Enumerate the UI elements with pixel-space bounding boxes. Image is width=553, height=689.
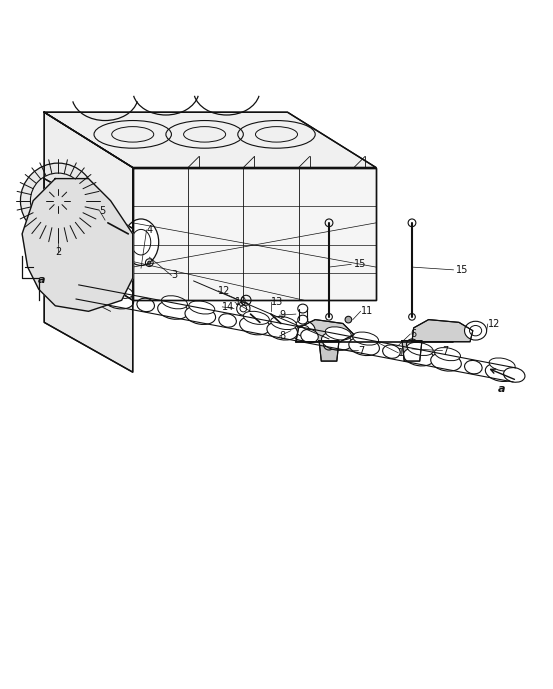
Ellipse shape	[107, 285, 133, 298]
Text: a: a	[498, 384, 505, 393]
Ellipse shape	[76, 285, 106, 304]
Ellipse shape	[349, 337, 379, 356]
Ellipse shape	[489, 358, 515, 371]
Text: 3: 3	[171, 270, 178, 280]
Text: 15: 15	[354, 259, 366, 269]
Polygon shape	[133, 167, 376, 300]
Text: 15: 15	[456, 265, 468, 275]
Polygon shape	[319, 340, 339, 361]
Text: 12: 12	[488, 319, 500, 329]
Ellipse shape	[298, 304, 307, 313]
Ellipse shape	[123, 219, 159, 265]
Text: 13: 13	[271, 297, 283, 307]
Ellipse shape	[80, 280, 106, 294]
Text: 7: 7	[358, 346, 364, 356]
Text: 6: 6	[410, 329, 416, 339]
Text: a: a	[38, 276, 45, 285]
Circle shape	[59, 227, 112, 280]
Ellipse shape	[486, 363, 516, 382]
Ellipse shape	[158, 301, 188, 319]
Text: 2: 2	[55, 247, 61, 257]
Ellipse shape	[298, 315, 307, 324]
Ellipse shape	[504, 367, 525, 382]
Polygon shape	[412, 320, 473, 342]
Ellipse shape	[271, 316, 296, 329]
Ellipse shape	[219, 313, 236, 327]
Text: 8: 8	[279, 331, 285, 341]
Ellipse shape	[267, 322, 298, 340]
Ellipse shape	[103, 291, 134, 309]
Ellipse shape	[383, 345, 400, 358]
Text: 10: 10	[235, 298, 247, 307]
Polygon shape	[44, 112, 376, 167]
Ellipse shape	[407, 342, 433, 356]
Ellipse shape	[67, 285, 88, 299]
Circle shape	[46, 189, 70, 213]
Polygon shape	[44, 178, 133, 372]
Ellipse shape	[404, 348, 434, 366]
Ellipse shape	[301, 329, 319, 342]
Ellipse shape	[185, 306, 216, 325]
Text: 4: 4	[147, 225, 153, 235]
Ellipse shape	[276, 320, 285, 327]
Ellipse shape	[353, 332, 379, 345]
Circle shape	[53, 195, 64, 206]
Text: 1: 1	[398, 348, 404, 358]
Polygon shape	[44, 112, 133, 300]
Text: 9: 9	[279, 310, 285, 320]
Polygon shape	[22, 178, 133, 311]
Circle shape	[20, 163, 96, 238]
Ellipse shape	[325, 327, 351, 340]
Text: 14: 14	[222, 302, 234, 312]
Text: 12: 12	[218, 286, 231, 296]
Ellipse shape	[103, 218, 113, 227]
Ellipse shape	[465, 321, 487, 340]
Ellipse shape	[243, 311, 269, 325]
Ellipse shape	[137, 298, 154, 311]
Ellipse shape	[291, 320, 315, 340]
Ellipse shape	[321, 332, 352, 351]
Ellipse shape	[465, 360, 482, 374]
Ellipse shape	[435, 347, 461, 361]
Ellipse shape	[189, 301, 215, 314]
Ellipse shape	[255, 319, 264, 326]
Circle shape	[406, 339, 418, 350]
Text: 7: 7	[442, 346, 448, 356]
Text: 11: 11	[361, 307, 373, 316]
Polygon shape	[296, 320, 354, 342]
Polygon shape	[402, 340, 422, 361]
Circle shape	[324, 339, 335, 350]
Ellipse shape	[161, 296, 187, 309]
Text: 5: 5	[100, 206, 106, 216]
Ellipse shape	[239, 316, 270, 335]
Circle shape	[345, 316, 352, 323]
Ellipse shape	[431, 353, 461, 371]
Circle shape	[148, 261, 151, 264]
